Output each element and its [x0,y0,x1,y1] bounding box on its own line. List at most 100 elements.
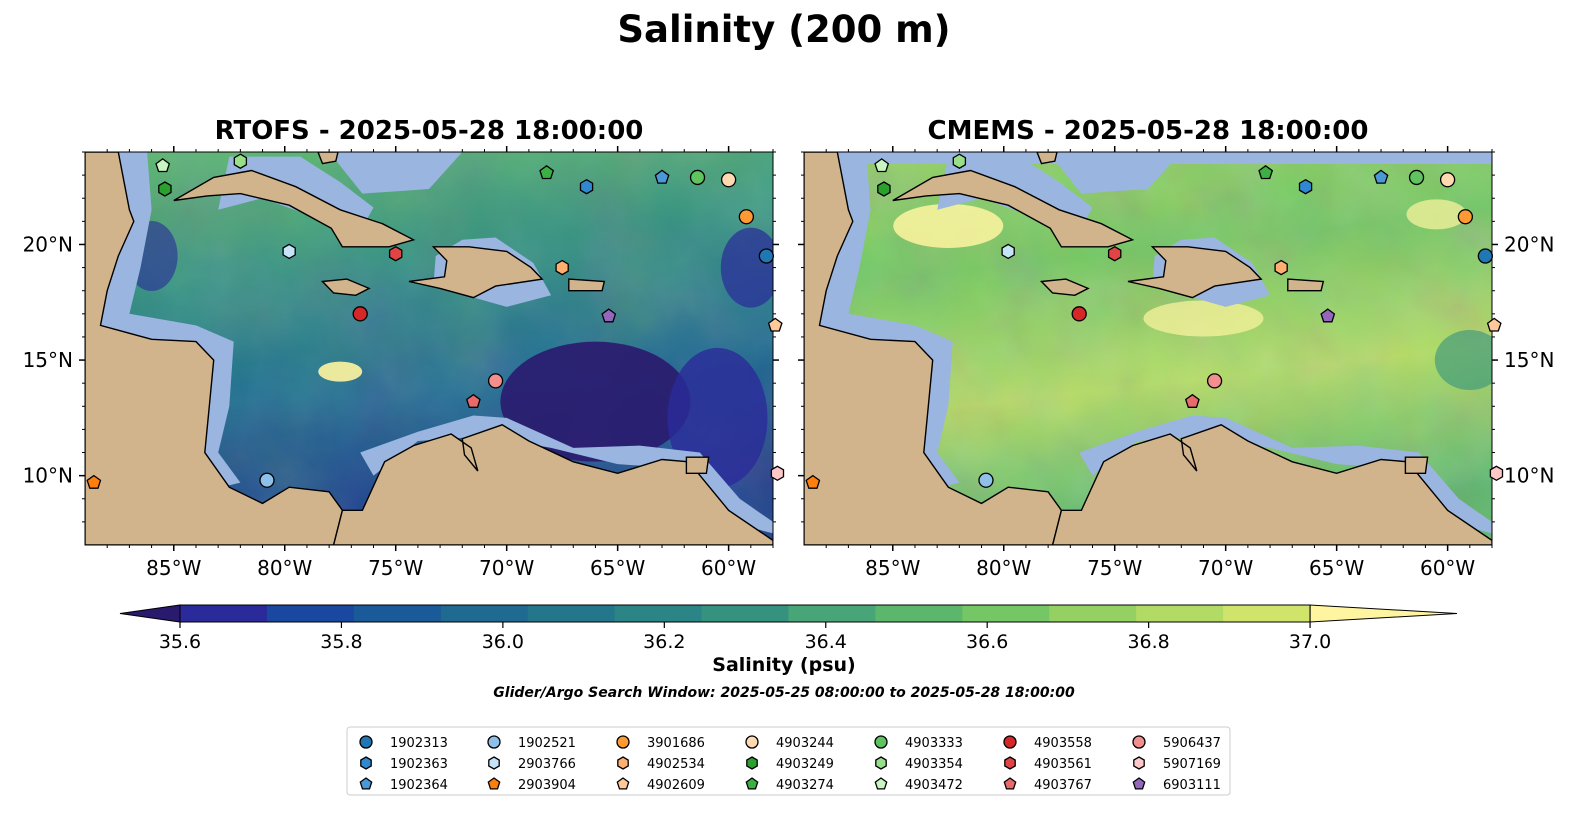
lon-tick-label: 70°W [479,556,534,580]
lon-tick-label: 75°W [1087,556,1142,580]
land-mass [568,278,606,292]
legend-label: 1902313 [390,736,448,751]
legend-label: 2903766 [518,757,576,772]
shelf-area [1048,152,1182,194]
colorbar-tick-label: 35.8 [320,631,362,653]
float-marker-4902609 [767,317,783,332]
float-marker-4903767 [465,393,481,408]
land-mass [408,246,544,299]
legend-marker-6903111 [1132,777,1146,790]
lat-tick-label: 10°N [23,464,73,488]
float-marker-1902363 [1298,178,1313,195]
legend-label: 4903472 [905,778,963,793]
land-mass [1287,278,1325,292]
legend-label: 4903244 [776,736,834,751]
land-mass [1039,278,1090,297]
float-marker-4903561 [1107,245,1122,262]
land-mass [320,278,371,297]
float-marker-4903767 [1184,393,1200,408]
lon-tick-label: 85°W [146,556,201,580]
colorbar-segment [353,605,442,622]
legend-label: 4903333 [905,736,963,751]
float-marker-4903333 [1408,169,1425,186]
search-window-caption: Glider/Argo Search Window: 2025-05-25 08… [493,685,1075,701]
float-marker-4903561 [388,245,403,262]
land-mass [685,456,710,474]
float-marker-6903111 [601,308,617,323]
colorbar-segment [962,605,1050,622]
float-marker-5906437 [487,373,504,389]
lon-tick-label: 60°W [701,556,756,580]
land-mass [317,152,339,165]
lon-tick-label: 80°W [257,556,312,580]
legend-marker-4902534 [617,756,629,770]
float-marker-1902521 [978,472,994,488]
float-marker-2903904 [805,474,821,489]
legend-label: 6903111 [1163,778,1221,793]
colorbar-segment [1223,605,1311,622]
map-panel-cmems: CMEMS - 2025-05-28 18:00:00 85°W 80°W 75°W 7… [798,116,1554,580]
legend-label: 4903274 [776,778,834,793]
float-marker-5907169 [770,465,785,482]
legend-label: 4903558 [1034,736,1092,751]
legend-marker-4903354 [875,756,887,770]
lon-tick-label: 80°W [976,556,1031,580]
colorbar-tick-label: 35.6 [159,631,201,653]
float-marker-1902521 [259,472,275,488]
lon-tick-label: 65°W [1309,556,1364,580]
land-mass [804,152,1063,545]
legend-marker-1902363 [360,756,372,770]
legend-marker-2903766 [488,756,500,770]
float-marker-4903249 [877,181,891,197]
map-frame [84,151,774,546]
land-mass [85,152,344,545]
shelf-area [329,152,463,194]
lat-tick-label: 20°N [23,232,73,256]
land-mass [892,169,1135,248]
colorbar-segment [701,605,789,622]
legend-marker-4902609 [616,777,630,790]
legend-label: 5906437 [1163,736,1221,751]
land-mass [332,424,773,545]
colorbar-segment [180,605,268,622]
colorbar-segment [788,605,876,622]
float-marker-1902313 [1477,248,1493,264]
colorbar-segment [614,605,703,622]
legend-marker-1902313 [359,735,373,749]
figure-title: Salinity (200 m) [617,8,950,51]
float-legend: 1902313 1902363 1902364 1902521 2903766 29039… [346,726,1231,796]
float-marker-4902534 [1274,259,1288,276]
colorbar-label: Salinity (psu) [712,654,855,676]
legend-marker-4903249 [746,756,758,770]
float-marker-1902313 [758,248,774,264]
float-marker-4903354 [952,153,967,169]
colorbar-segment [440,605,529,622]
legend-label: 1902521 [518,736,576,751]
colorbar-segment [527,605,616,622]
colorbar-segment [1049,605,1137,622]
legend-label: 5907169 [1163,757,1221,772]
float-marker-5907169 [1489,465,1504,482]
legend-marker-4903333 [874,735,888,749]
land-mass [1036,152,1058,165]
legend-marker-4903558 [1003,735,1017,749]
float-marker-2903766 [282,243,296,260]
legend-label: 1902364 [390,778,448,793]
float-marker-4903354 [233,153,248,169]
colorbar-tick-label: 36.4 [805,631,847,653]
land-mass [173,169,416,248]
legend-marker-4903244 [745,735,759,749]
float-marker-4903472 [874,158,890,173]
float-marker-4903244 [720,172,737,188]
salinity-colorbar: 35.6 35.8 36.0 36.2 36.4 36.6 36.8 37.0 [119,604,1458,653]
colorbar-tick-label: 36.6 [966,631,1008,653]
float-marker-4903244 [1439,172,1456,188]
legend-label: 1902363 [390,757,448,772]
float-marker-3901686 [1457,209,1474,225]
colorbar-extend-high [1309,604,1458,623]
colorbar-tick-label: 36.2 [643,631,685,653]
legend-label: 4903767 [1034,778,1092,793]
legend-marker-3901686 [616,735,630,749]
lon-tick-label: 75°W [368,556,423,580]
